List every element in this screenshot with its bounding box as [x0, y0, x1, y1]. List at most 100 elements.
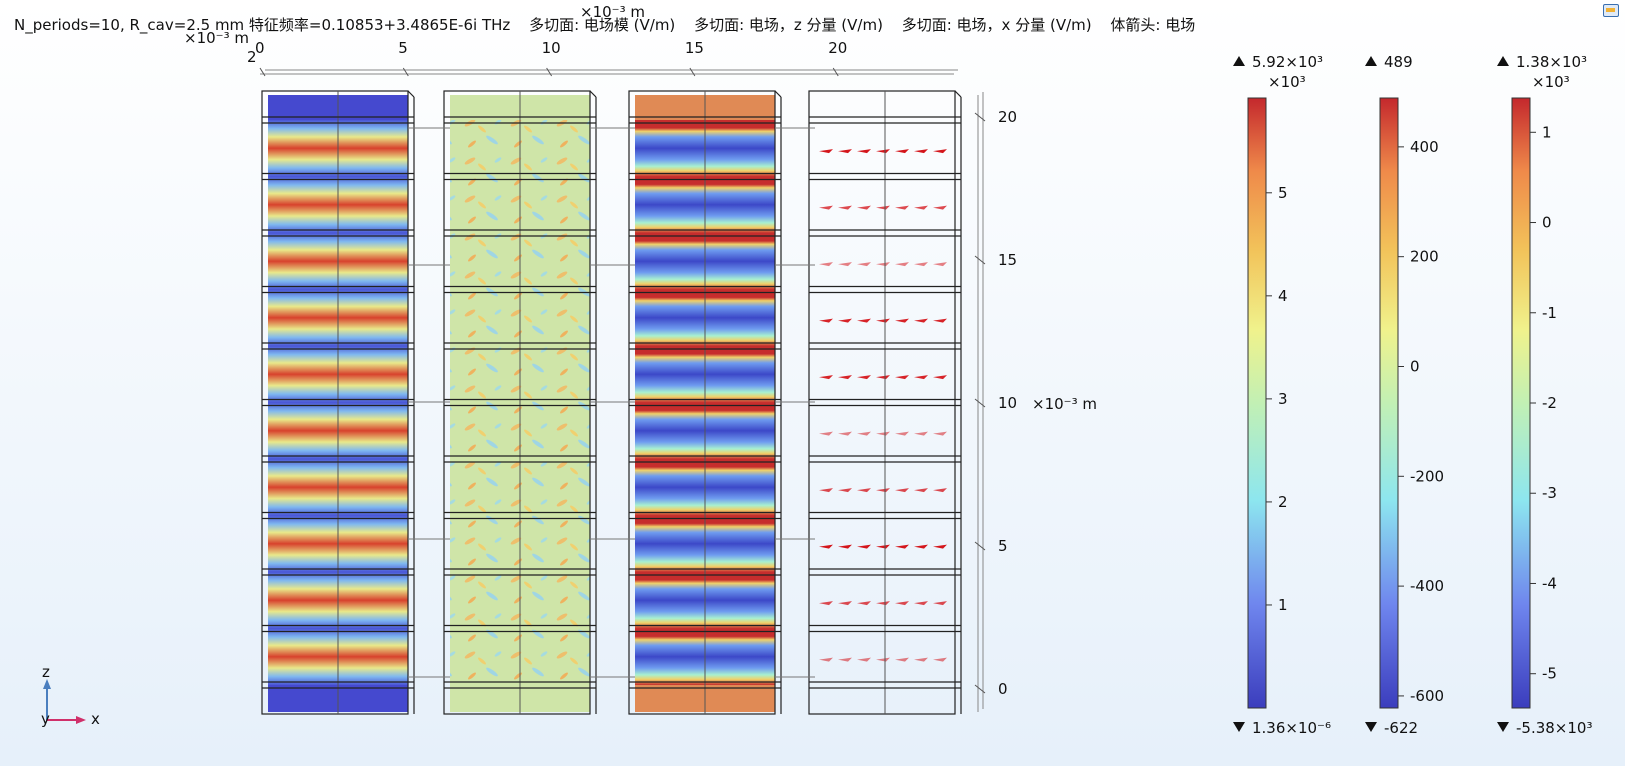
field-arrow [838, 262, 852, 267]
panel-z-component [443, 90, 597, 715]
field-arrow [876, 149, 890, 154]
plot-title: N_periods=10, R_cav=2.5 mm 特征频率=0.10853+… [14, 14, 1209, 35]
field-arrow [914, 205, 928, 210]
colorbar-tick-label: -1 [1542, 304, 1557, 322]
x-tick-label: 0 [255, 39, 265, 57]
colorbar-max-label: 489 [1384, 53, 1413, 71]
field-arrow [895, 149, 909, 154]
x-tick-label: 10 [542, 39, 561, 57]
panel-arrows [808, 90, 962, 715]
min-triangle-icon [1233, 722, 1245, 732]
field-arrow [914, 601, 928, 606]
field-arrow [895, 262, 909, 267]
z-axis-unit-label: ×10⁻³ m [1032, 395, 1097, 413]
field-arrow [819, 431, 833, 436]
triad-y-label: y [41, 710, 50, 728]
colorbar-tick-label: 5 [1278, 184, 1288, 202]
field-arrow [895, 488, 909, 493]
colorbar-tick-label: -200 [1410, 467, 1444, 485]
field-arrow [857, 488, 871, 493]
colorbar-tick-label: 2 [1278, 493, 1288, 511]
window-icon[interactable] [1603, 4, 1619, 17]
colorbar-tick-label: 0 [1410, 357, 1420, 375]
triad-x-label: x [91, 710, 100, 728]
field-arrow [876, 488, 890, 493]
z-axis: 20 15 10 5 0 ×10⁻³ m [974, 92, 1097, 712]
colorbar-tick-label: -2 [1542, 394, 1557, 412]
colorbar-tick-label: 1 [1542, 123, 1552, 141]
field-arrow [895, 544, 909, 549]
x-tick-label: 15 [685, 39, 704, 57]
field-arrow [895, 318, 909, 323]
colorbar-scale-label: ×10³ [1268, 73, 1306, 91]
x-tick-label: 20 [828, 39, 847, 57]
field-arrow [895, 657, 909, 662]
colorbars-group: 5.92×10³×10³1.36×10⁻⁶12345489-622-600-40… [1233, 53, 1592, 737]
colorbar-gradient [1247, 97, 1267, 709]
colorbar-gradient [1379, 97, 1399, 709]
wire-edge [774, 90, 782, 98]
colorbar-scale-label: ×10³ [1532, 73, 1570, 91]
colorbar-3: 1.38×10³ ×10³ -5.38×10³ -5 -4 -3 -2 -1 0 1 [1497, 53, 1592, 737]
wire-edge [589, 90, 597, 98]
field-arrow [857, 657, 871, 662]
x-tick-mark [546, 67, 553, 77]
field-arrow [857, 544, 871, 549]
x-axis-ticks: 0 5 10 15 20 [255, 39, 958, 77]
field-arrow [914, 544, 928, 549]
field-arrow [838, 544, 852, 549]
max-triangle-icon [1365, 56, 1377, 66]
colorbar-min-label: 1.36×10⁻⁶ [1252, 719, 1331, 737]
min-triangle-icon [1365, 722, 1377, 732]
panel-norm [261, 90, 415, 715]
colorbar-tick-label: -4 [1542, 574, 1557, 592]
wire-outer [808, 90, 956, 715]
field-arrow [857, 375, 871, 380]
x-tick-mark [259, 67, 266, 77]
x-axis-left-tick: 2 [247, 48, 257, 66]
field-arrow [914, 375, 928, 380]
colorbar-tick-label: 4 [1278, 287, 1288, 305]
field-arrow [933, 488, 947, 493]
field-arrow [838, 149, 852, 154]
field-arrow [819, 544, 833, 549]
field-arrow [819, 205, 833, 210]
field-arrow [933, 431, 947, 436]
field-arrow [838, 657, 852, 662]
z-axis-ticks: 20 15 10 5 0 [974, 92, 1017, 712]
z-tick-label: 15 [998, 251, 1017, 269]
field-arrow [914, 488, 928, 493]
field-arrow [933, 149, 947, 154]
field-arrow [838, 205, 852, 210]
x-axis-left-unit-label: ×10⁻³ m [184, 29, 249, 47]
colorbar-tick-label: 1 [1278, 596, 1288, 614]
field-arrow [876, 657, 890, 662]
field-arrow [914, 318, 928, 323]
field-arrow [876, 544, 890, 549]
x-tick-mark [402, 67, 409, 77]
z-tick-mark [974, 255, 986, 265]
panels-group [261, 90, 962, 715]
colorbar-tick-label: 0 [1542, 214, 1552, 232]
max-triangle-icon [1233, 56, 1245, 66]
title-main: N_periods=10, R_cav=2.5 mm 特征频率=0.10853+… [14, 16, 511, 34]
axis-triad: z y x [41, 663, 100, 728]
field-arrow [819, 375, 833, 380]
field-arrow [933, 544, 947, 549]
field-arrow [838, 488, 852, 493]
field-arrow [933, 375, 947, 380]
z-tick-label: 10 [998, 394, 1017, 412]
wire-edge [954, 90, 962, 98]
field-arrow [933, 205, 947, 210]
field-arrow [857, 431, 871, 436]
colorbar-tick-label: -600 [1410, 687, 1444, 705]
field-arrow [914, 431, 928, 436]
panel-wireframe [808, 90, 962, 715]
colorbar-tick-label: 200 [1410, 248, 1439, 266]
field-arrow [838, 431, 852, 436]
field-arrow [857, 262, 871, 267]
field-arrow [895, 375, 909, 380]
colorbar-tick-label: -5 [1542, 665, 1557, 683]
field-arrow [895, 601, 909, 606]
